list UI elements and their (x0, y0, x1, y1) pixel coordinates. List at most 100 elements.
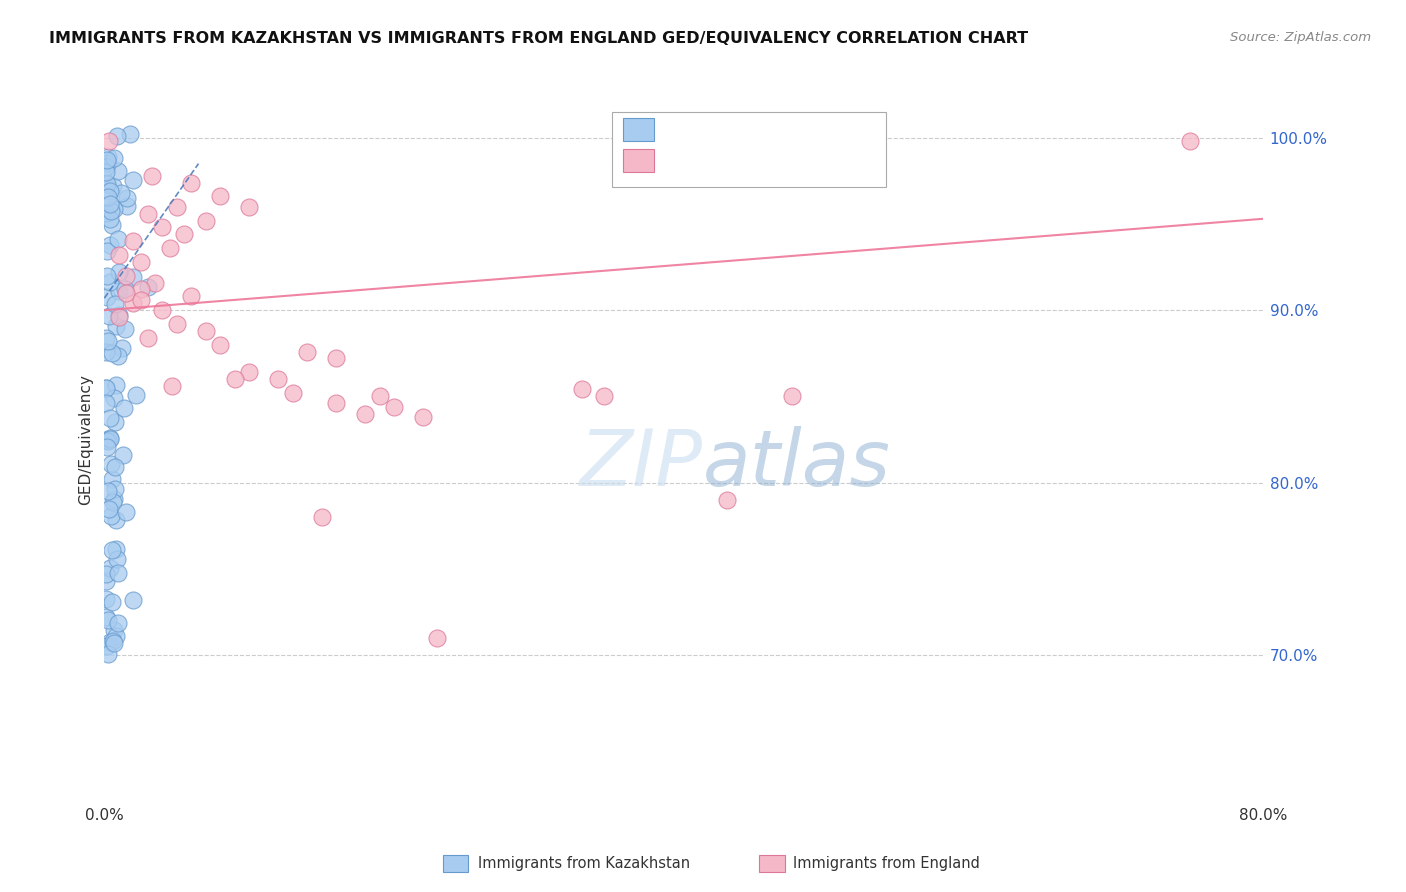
Point (141, 169, 163, 183)
Point (716, 492, 738, 507)
Point (105, 128, 128, 143)
Point (114, 504, 136, 518)
Point (108, 284, 131, 298)
Point (368, 389, 391, 403)
Point (103, 392, 125, 406)
Point (114, 322, 136, 336)
Point (98, 431, 121, 445)
Point (180, 176, 202, 190)
Text: atlas: atlas (703, 425, 891, 502)
Point (98, 237, 121, 252)
Point (107, 308, 129, 322)
Point (111, 341, 134, 355)
Point (114, 282, 136, 296)
Point (97, 334, 120, 349)
Point (105, 319, 128, 334)
Point (94, 331, 117, 345)
Point (136, 331, 159, 345)
Text: 46: 46 (778, 152, 800, 169)
Point (115, 268, 138, 283)
Point (117, 199, 139, 213)
Text: 0.112: 0.112 (700, 120, 752, 138)
Point (100, 457, 122, 471)
Text: Immigrants from Kazakhstan: Immigrants from Kazakhstan (478, 856, 690, 871)
Point (96, 244, 118, 258)
Text: R = 0.070   N = 46: R = 0.070 N = 46 (665, 152, 823, 169)
Point (97, 190, 120, 204)
Point (150, 303, 173, 318)
Point (97, 134, 120, 148)
Point (103, 636, 125, 650)
Point (100, 204, 122, 219)
Point (97, 484, 120, 499)
Point (122, 296, 145, 310)
Point (108, 248, 131, 262)
Point (96, 640, 118, 654)
Point (98, 635, 121, 649)
Point (96, 177, 118, 191)
Point (97, 155, 120, 169)
Point (162, 379, 184, 393)
Point (100, 472, 122, 486)
Point (129, 283, 152, 297)
Point (108, 310, 131, 324)
Point (354, 407, 377, 421)
Point (311, 510, 333, 524)
Point (122, 173, 145, 187)
Point (382, 400, 405, 414)
Point (107, 232, 129, 246)
Point (112, 401, 135, 415)
Point (115, 285, 138, 300)
Point (94, 433, 117, 447)
Point (238, 365, 260, 379)
Point (412, 410, 434, 425)
Point (325, 351, 347, 366)
Point (100, 508, 122, 523)
Y-axis label: GED/Equivalency: GED/Equivalency (79, 374, 93, 505)
Point (150, 220, 173, 235)
Point (96, 440, 118, 454)
Point (107, 615, 129, 630)
Text: ZIP: ZIP (581, 425, 703, 502)
Text: R =  0.112   N = 92: R = 0.112 N = 92 (665, 120, 828, 138)
Point (295, 344, 318, 359)
Point (173, 227, 195, 242)
Point (100, 197, 122, 211)
Point (1180, 134, 1202, 148)
Point (166, 200, 188, 214)
Point (105, 542, 128, 557)
Point (103, 623, 125, 637)
Point (100, 542, 122, 557)
Point (117, 191, 139, 205)
Point (104, 628, 127, 642)
Point (101, 345, 124, 359)
Point (104, 460, 127, 475)
Point (94, 574, 117, 588)
Point (103, 179, 125, 194)
Point (780, 389, 803, 403)
Point (571, 383, 593, 397)
Point (98, 411, 121, 425)
Point (194, 213, 217, 227)
Point (98, 184, 121, 198)
Point (325, 396, 347, 410)
Point (107, 566, 129, 581)
Point (103, 202, 125, 216)
Point (97, 502, 120, 516)
Point (96, 165, 118, 179)
Point (129, 293, 152, 307)
Point (107, 164, 129, 178)
Text: 0.070: 0.070 (700, 152, 752, 169)
Point (94, 591, 117, 606)
Point (238, 200, 260, 214)
Point (143, 276, 166, 290)
Point (97, 647, 120, 661)
Point (101, 218, 124, 232)
Point (94, 381, 117, 395)
Point (194, 324, 217, 338)
Point (593, 389, 616, 403)
Point (104, 378, 127, 392)
Point (94, 396, 117, 410)
Point (209, 337, 232, 351)
Point (94, 344, 117, 359)
